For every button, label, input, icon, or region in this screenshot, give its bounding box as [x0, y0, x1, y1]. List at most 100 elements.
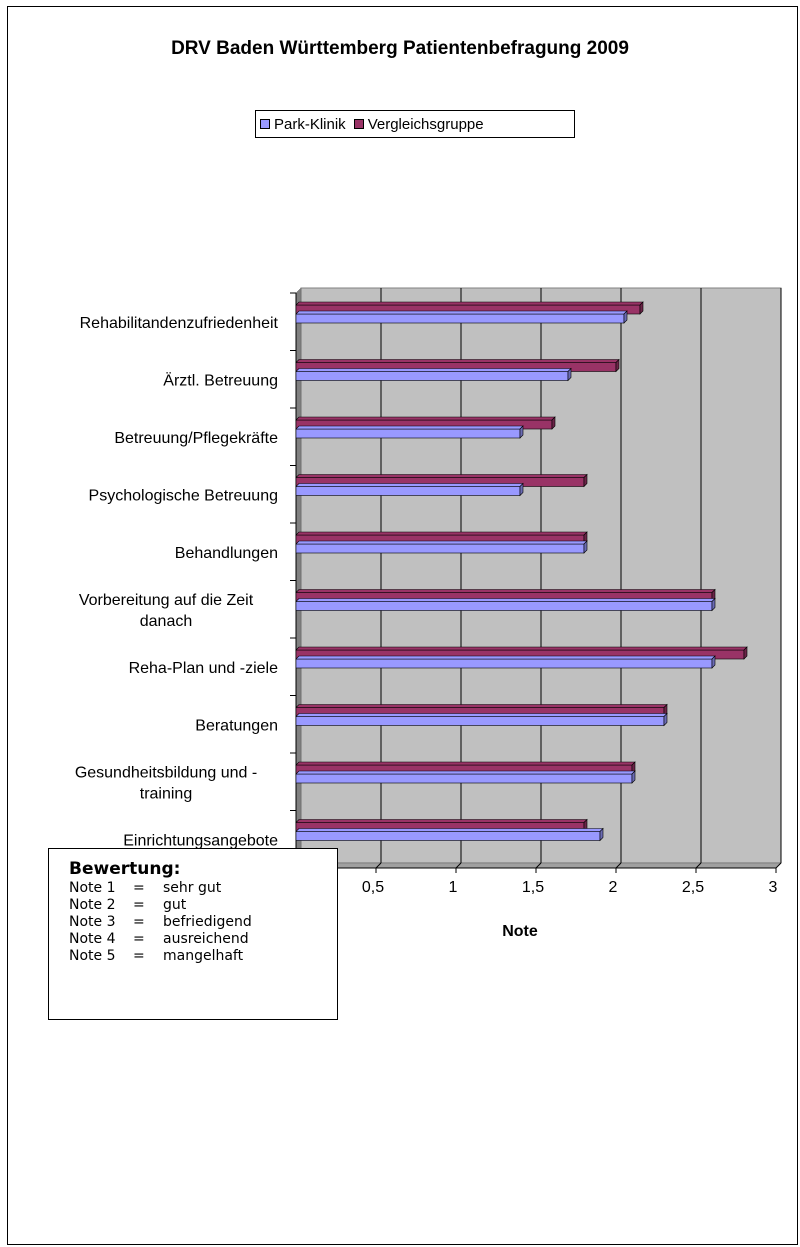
bar-park-klinik-top	[295, 368, 572, 372]
bar-park-klinik-end	[711, 655, 716, 669]
x-tick-label: 2	[609, 879, 618, 896]
category-label: Einrichtungsangebote	[123, 832, 278, 849]
x-tick-label: 0,5	[362, 879, 384, 896]
rating-note: Note 3	[69, 914, 116, 930]
bar-vergleichsgruppe-top	[295, 646, 748, 651]
bar-park-klinik	[295, 428, 521, 439]
rating-rows: Note 1 = sehr gut Note 2 = gut Note 3 = befrie…	[69, 880, 337, 965]
legend-label-park-klinik: Park-Klinik	[274, 115, 346, 133]
rating-equals: =	[133, 914, 145, 930]
bar-park-klinik-top	[295, 713, 668, 717]
rating-legend-box: Bewertung: Note 1 = sehr gut Note 2 = gut No…	[48, 848, 338, 1020]
bar-park-klinik	[295, 773, 633, 784]
bar-vergleichsgruppe-top	[295, 531, 588, 536]
bar-park-klinik-end	[519, 482, 524, 497]
x-tick-label: 3	[769, 879, 778, 896]
rating-label: sehr gut	[163, 880, 222, 896]
bar-park-klinik-top	[295, 828, 604, 832]
rating-equals: =	[133, 897, 145, 913]
legend-label-vergleichsgruppe: Vergleichsgruppe	[367, 115, 484, 133]
bar-park-klinik-end	[711, 597, 716, 612]
bar-park-klinik-end	[583, 540, 588, 554]
category-label: Betreuung/Pflegekräfte	[114, 430, 278, 447]
x-tick-label: 1	[449, 879, 458, 896]
bar-park-klinik-top	[295, 425, 524, 430]
rating-row: Note 4 = ausreichend	[69, 931, 337, 948]
bar-vergleichsgruppe-top	[295, 359, 620, 363]
legend-item-vergleichsgruppe: Vergleichsgruppe	[353, 115, 484, 133]
gridline	[615, 862, 622, 869]
rating-equals: =	[133, 931, 145, 947]
gridline	[775, 862, 782, 869]
bar-park-klinik	[295, 486, 521, 496]
chart-legend: Park-Klinik Vergleichsgruppe	[255, 110, 575, 138]
category-label: Ärztl. Betreuung	[163, 371, 278, 389]
bar-park-klinik-top	[295, 310, 628, 315]
bar-park-klinik-end	[663, 712, 668, 727]
rating-label: befriedigend	[163, 914, 252, 930]
bar-vergleichsgruppe-end	[551, 416, 556, 430]
bar-vergleichsgruppe-top	[295, 761, 636, 766]
bar-vergleichsgruppe-top	[295, 301, 644, 306]
bar-vergleichsgruppe-end	[583, 473, 588, 488]
legend-item-park-klinik: Park-Klinik	[260, 116, 346, 133]
bar-park-klinik	[295, 658, 713, 669]
bar-park-klinik-top	[295, 483, 524, 487]
bar-vergleichsgruppe-end	[639, 301, 644, 315]
rating-equals: =	[133, 948, 145, 964]
rating-note: Note 5	[69, 948, 116, 964]
bar-park-klinik-top	[295, 540, 588, 545]
bar-park-klinik	[295, 543, 585, 554]
rating-label: ausreichend	[163, 931, 249, 947]
category-label: training	[140, 785, 192, 802]
bar-vergleichsgruppe-top	[295, 474, 588, 478]
bar-park-klinik	[295, 313, 625, 324]
bar-park-klinik-end	[519, 425, 524, 439]
bar-vergleichsgruppe-top	[295, 704, 668, 708]
bar-vergleichsgruppe-top	[295, 589, 716, 593]
bar-vergleichsgruppe-end	[615, 358, 620, 373]
rating-label: mangelhaft	[163, 948, 244, 964]
bar-park-klinik	[295, 716, 665, 726]
rating-row: Note 3 = befriedigend	[69, 914, 337, 931]
x-tick-label: 1,5	[522, 879, 544, 896]
rating-equals: =	[133, 880, 145, 896]
gridline	[455, 862, 462, 869]
gridline	[535, 862, 542, 869]
bar-park-klinik-top	[295, 598, 716, 602]
rating-row: Note 2 = gut	[69, 897, 337, 914]
bar-park-klinik	[295, 831, 601, 841]
rating-note: Note 2	[69, 897, 116, 913]
bar-park-klinik-end	[623, 310, 628, 324]
legend-swatch-park-klinik	[260, 119, 270, 129]
bar-park-klinik-end	[599, 827, 604, 842]
rating-label: gut	[163, 897, 187, 913]
category-label: Reha-Plan und -ziele	[129, 660, 279, 677]
bar-vergleichsgruppe-top	[295, 416, 556, 421]
rating-row: Note 5 = mangelhaft	[69, 948, 337, 965]
bar-vergleichsgruppe-end	[743, 646, 748, 660]
category-label: Psychologische Betreuung	[89, 487, 278, 504]
x-tick-label: 2,5	[682, 879, 704, 896]
rating-title: Bewertung:	[69, 859, 181, 879]
x-axis-title: Note	[502, 923, 538, 940]
gridline	[695, 862, 702, 869]
category-label: Beratungen	[195, 717, 278, 734]
chart-title: DRV Baden Württemberg Patientenbefragung…	[171, 38, 629, 59]
category-label: Gesundheitsbildung und -	[75, 764, 257, 781]
gridline	[375, 862, 382, 869]
bar-park-klinik	[295, 601, 713, 611]
plot-area: 00,511,522,53NoteRehabilitandenzufrieden…	[75, 287, 782, 940]
category-label: Rehabilitandenzufriedenheit	[80, 315, 279, 332]
rating-row: Note 1 = sehr gut	[69, 880, 337, 897]
rating-note: Note 1	[69, 880, 116, 896]
legend-swatch-vergleichsgruppe	[353, 119, 364, 129]
bar-park-klinik	[295, 371, 569, 381]
category-label: Behandlungen	[175, 545, 278, 562]
bar-park-klinik-end	[567, 367, 572, 382]
rating-note: Note 4	[69, 931, 116, 947]
category-label: danach	[140, 613, 193, 630]
bar-park-klinik-top	[295, 655, 716, 660]
category-label: Vorbereitung auf die Zeit	[79, 592, 254, 609]
